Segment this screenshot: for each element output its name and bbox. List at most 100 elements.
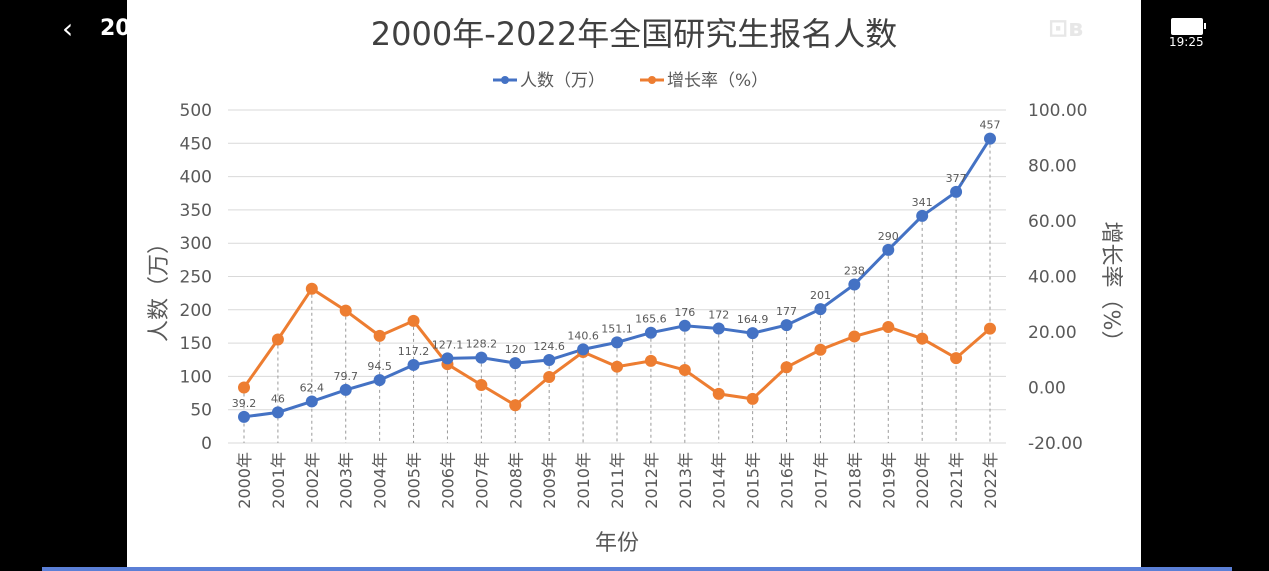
x-tick-label: 2001年 — [269, 452, 288, 509]
x-tick-label: 2005年 — [405, 452, 424, 509]
x-tick-label: 2010年 — [574, 452, 593, 509]
x-tick-label: 2021年 — [947, 452, 966, 509]
y-tick-label: 200 — [180, 301, 212, 321]
y-tick-label: 250 — [180, 268, 212, 288]
count-data-label: 377 — [946, 172, 967, 185]
count-point — [814, 303, 827, 316]
count-data-label: 140.6 — [567, 329, 599, 342]
rate-point — [407, 314, 420, 327]
count-data-label: 165.6 — [635, 313, 667, 326]
count-data-label: 164.9 — [737, 313, 769, 326]
count-point — [984, 132, 996, 145]
count-data-label: 117.2 — [398, 345, 430, 358]
legend-count-label: 人数（万） — [520, 71, 605, 91]
legend-rate-marker — [648, 76, 656, 84]
count-point — [407, 358, 420, 371]
count-data-label: 120 — [505, 343, 526, 356]
count-point — [712, 322, 725, 335]
count-data-label: 62.4 — [300, 381, 325, 394]
x-tick-label: 2015年 — [744, 452, 763, 509]
rate-point — [814, 343, 827, 356]
rate-point — [271, 333, 284, 346]
y-axis-label: 人数（万） — [147, 232, 172, 342]
count-point — [441, 352, 454, 365]
x-tick-label: 2009年 — [540, 452, 559, 509]
y-tick-label: 100 — [180, 367, 212, 387]
x-tick-label: 2022年 — [981, 452, 1000, 509]
count-point — [577, 343, 590, 356]
count-data-label: 127.1 — [432, 338, 464, 351]
count-data-label: 457 — [980, 119, 1001, 132]
count-point — [882, 243, 895, 256]
y2-axis-label: 增长率（%） — [1098, 222, 1123, 353]
count-point — [916, 209, 929, 222]
x-tick-label: 2000年 — [235, 452, 254, 509]
rate-point — [780, 361, 793, 374]
count-point — [543, 354, 556, 367]
count-data-label: 201 — [810, 289, 831, 302]
y2-tick-label: 20.00 — [1028, 323, 1077, 343]
count-data-label: 124.6 — [533, 340, 565, 353]
count-data-label: 238 — [844, 264, 865, 277]
y2-tick-label: 40.00 — [1028, 268, 1077, 288]
x-tick-label: 2008年 — [506, 452, 525, 509]
y-tick-label: 50 — [190, 401, 212, 421]
count-point — [950, 185, 963, 198]
x-tick-label: 2006年 — [438, 452, 457, 509]
progress-bar[interactable] — [42, 567, 1232, 571]
count-data-label: 177 — [776, 305, 797, 318]
x-tick-label: 2020年 — [913, 452, 932, 509]
legend-rate-label: 增长率（%） — [667, 71, 768, 91]
y-tick-label: 350 — [180, 201, 212, 221]
x-axis-label: 年份 — [595, 531, 639, 556]
y2-tick-label: 80.00 — [1028, 157, 1077, 177]
x-tick-label: 2017年 — [811, 452, 830, 509]
back-icon[interactable]: ‹ — [62, 12, 74, 45]
count-data-label: 79.7 — [333, 370, 358, 383]
count-point — [305, 395, 318, 408]
rate-point — [882, 321, 895, 334]
x-tick-label: 2011年 — [608, 452, 627, 509]
y-tick-label: 0 — [201, 434, 212, 454]
count-data-label: 176 — [674, 306, 695, 319]
y2-tick-label: 0.00 — [1028, 379, 1066, 399]
y-tick-label: 400 — [180, 168, 212, 188]
rate-point — [644, 354, 657, 367]
count-point — [678, 319, 691, 332]
chart-panel — [127, 0, 1141, 571]
x-tick-label: 2016年 — [778, 452, 797, 509]
x-tick-label: 2007年 — [472, 452, 491, 509]
y-tick-label: 150 — [180, 334, 212, 354]
count-point — [780, 319, 793, 332]
rate-point — [712, 387, 725, 400]
count-point — [848, 278, 861, 291]
count-point — [373, 374, 386, 387]
x-tick-label: 2014年 — [710, 452, 729, 509]
rate-point — [916, 332, 929, 345]
count-point — [509, 357, 522, 370]
rate-point — [543, 370, 556, 383]
y2-tick-label: 60.00 — [1028, 212, 1077, 232]
count-point — [746, 327, 759, 340]
rate-point — [984, 322, 996, 335]
rate-point — [611, 360, 623, 373]
count-point — [238, 410, 250, 423]
rate-point — [678, 364, 691, 377]
x-tick-label: 2004年 — [371, 452, 390, 509]
count-data-label: 290 — [878, 230, 899, 243]
battery-icon — [1171, 18, 1206, 35]
rate-point — [305, 282, 318, 295]
count-data-label: 341 — [912, 196, 933, 209]
bilibili-logo: ⊡ʙ — [1048, 14, 1084, 42]
x-tick-label: 2002年 — [303, 452, 322, 509]
count-point — [475, 351, 488, 364]
y-tick-label: 450 — [180, 134, 212, 154]
count-point — [339, 383, 352, 396]
count-data-label: 172 — [708, 308, 729, 321]
count-data-label: 94.5 — [367, 360, 392, 373]
x-tick-label: 2019年 — [879, 452, 898, 509]
y-tick-label: 300 — [180, 234, 212, 254]
count-point — [644, 326, 657, 339]
count-point — [271, 406, 284, 419]
